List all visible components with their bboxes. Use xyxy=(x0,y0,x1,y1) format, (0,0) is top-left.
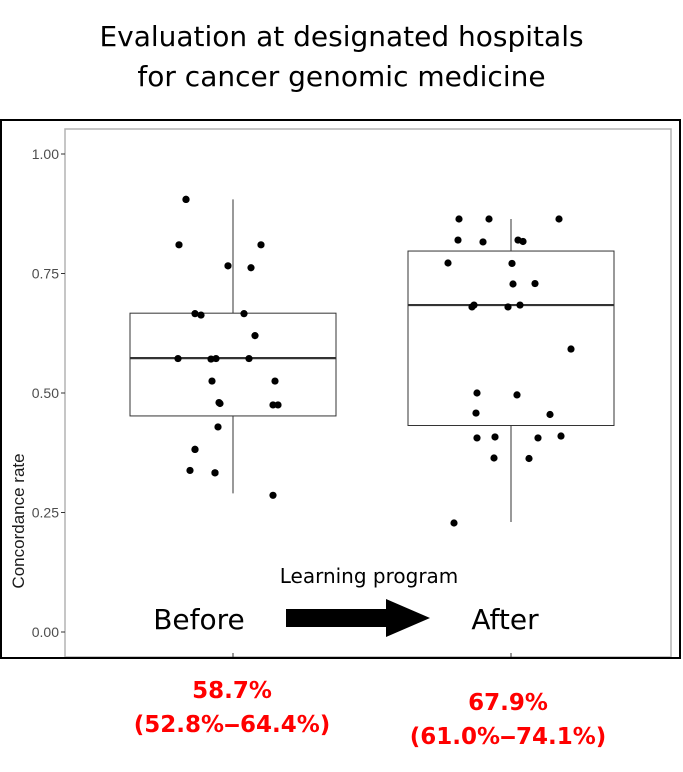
y-tick-label: 1.00 xyxy=(32,146,59,162)
data-point xyxy=(257,241,265,249)
chart-title-line-2: for cancer genomic medicine xyxy=(137,60,546,93)
annotation: Learning program Before After xyxy=(153,564,539,637)
data-point xyxy=(269,401,277,409)
data-point xyxy=(479,238,487,246)
y-tick-label: 0.50 xyxy=(32,385,59,401)
chart-title-line-1: Evaluation at designated hospitals xyxy=(99,20,584,53)
data-point xyxy=(468,303,476,311)
data-point xyxy=(490,454,498,462)
before-stat: 58.7% (52.8%‒64.4%) xyxy=(82,674,382,742)
data-point xyxy=(557,432,565,440)
points-layer xyxy=(174,195,575,527)
box xyxy=(407,250,615,427)
data-point xyxy=(207,355,215,363)
y-tick-label: 0.75 xyxy=(32,266,59,282)
data-point xyxy=(247,264,255,272)
data-point xyxy=(269,491,277,499)
data-point xyxy=(455,215,463,223)
data-point xyxy=(546,410,554,419)
data-point xyxy=(525,454,533,463)
after-label: After xyxy=(471,603,539,636)
y-axis: 0.00 0.25 0.50 0.75 1.00 xyxy=(32,146,512,657)
data-point xyxy=(216,399,224,408)
data-point xyxy=(509,280,517,288)
data-point xyxy=(191,310,199,318)
data-point xyxy=(245,354,253,363)
after-stat: 67.9% (61.0%‒74.1%) xyxy=(358,686,658,754)
data-point xyxy=(513,391,521,399)
data-point xyxy=(274,401,282,409)
data-point xyxy=(485,215,493,223)
box-plot: 0.00 0.25 0.50 0.75 1.00 Concordance rate Le… xyxy=(9,128,672,657)
data-point xyxy=(444,259,452,267)
data-point xyxy=(555,215,563,223)
data-point xyxy=(504,303,512,311)
data-point xyxy=(174,354,182,363)
chart-frame: 0.00 0.25 0.50 0.75 1.00 Concordance rate Le… xyxy=(0,119,681,659)
data-point xyxy=(182,195,190,204)
data-point xyxy=(224,262,232,270)
data-point xyxy=(531,279,539,288)
data-point xyxy=(175,241,183,249)
data-point xyxy=(214,423,222,431)
data-point xyxy=(508,259,516,268)
data-point xyxy=(186,466,194,475)
y-tick-label: 0.00 xyxy=(32,624,59,640)
box xyxy=(129,312,337,417)
data-point xyxy=(534,434,542,442)
data-point xyxy=(240,310,248,318)
data-point xyxy=(251,332,259,340)
data-point xyxy=(191,445,199,454)
before-ci: (52.8%‒64.4%) xyxy=(133,712,331,738)
arrow-shape xyxy=(286,599,430,637)
arrow-text: Learning program xyxy=(280,564,459,588)
y-axis-label: Concordance rate xyxy=(9,453,28,588)
before-label: Before xyxy=(153,603,245,636)
y-tick-label: 0.25 xyxy=(32,505,59,521)
data-point xyxy=(271,377,279,385)
boxes-layer xyxy=(129,199,615,523)
data-point xyxy=(454,236,462,244)
data-point xyxy=(516,301,524,309)
data-point xyxy=(567,345,575,353)
data-point xyxy=(473,389,481,397)
data-point xyxy=(450,519,458,527)
data-point xyxy=(473,434,481,442)
after-ci: (61.0%‒74.1%) xyxy=(409,724,607,750)
data-point xyxy=(472,409,480,417)
before-percentage: 58.7% xyxy=(192,678,272,704)
data-point xyxy=(211,469,219,477)
data-point xyxy=(208,377,216,385)
data-point xyxy=(491,433,499,441)
after-percentage: 67.9% xyxy=(468,690,548,716)
data-point xyxy=(197,311,205,319)
data-point xyxy=(519,237,527,246)
